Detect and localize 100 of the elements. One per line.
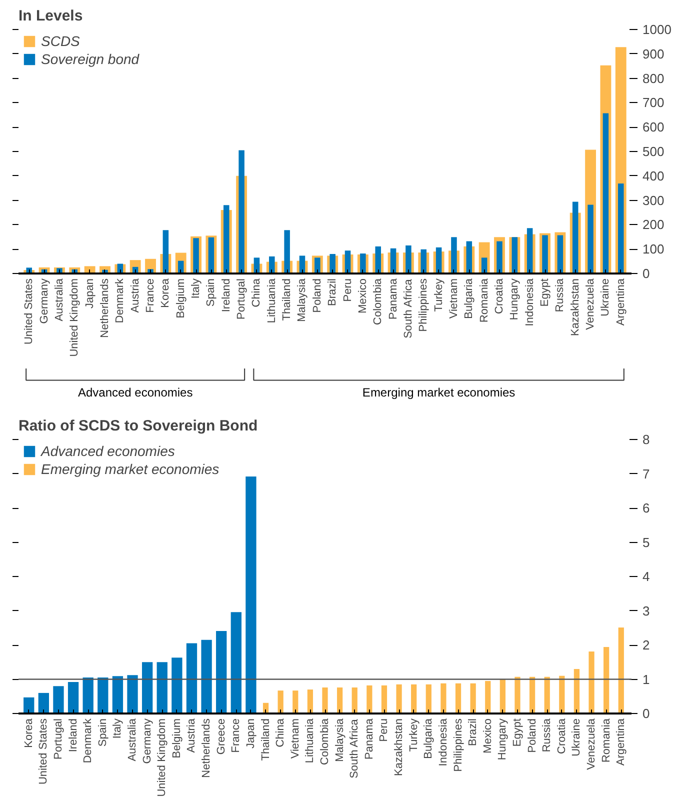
bar xyxy=(216,630,227,714)
bar xyxy=(618,628,624,714)
x-tick-label: Bulgaria xyxy=(422,718,435,759)
bar xyxy=(330,254,336,274)
y-tick-label: 0 xyxy=(642,706,650,721)
bar xyxy=(470,683,476,714)
bar xyxy=(84,266,96,274)
x-tick-label: Korea xyxy=(160,278,172,308)
x-tick-label: Mexico xyxy=(356,278,369,314)
x-tick-label: Hungary xyxy=(508,278,521,320)
chart-title: Ratio of SCDS to Sovereign Bond xyxy=(18,418,258,434)
bar xyxy=(514,676,520,714)
x-tick-label: Australia xyxy=(126,718,139,762)
bar xyxy=(142,662,153,714)
bar xyxy=(588,652,594,714)
x-tick-label: Egypt xyxy=(511,718,524,747)
bar xyxy=(352,687,358,714)
bar xyxy=(360,253,366,274)
bar xyxy=(572,202,578,274)
x-tick-label: Spain xyxy=(205,278,218,307)
y-tick-label: 800 xyxy=(642,70,664,86)
bar xyxy=(186,643,198,714)
y-tick-label: 300 xyxy=(642,192,664,208)
bar xyxy=(500,679,506,714)
x-tick-label: Argentina xyxy=(615,718,628,766)
x-tick-label: China xyxy=(274,718,287,748)
bar xyxy=(336,687,343,714)
x-tick-label: Argentina xyxy=(614,278,627,326)
x-tick-label: China xyxy=(250,278,263,308)
x-tick-label: Malaysia xyxy=(334,718,346,762)
x-tick-label: Portugal xyxy=(236,278,248,320)
x-tick-label: Mexico xyxy=(482,718,494,754)
bar xyxy=(588,204,594,274)
y-tick-label: 4 xyxy=(642,569,650,584)
bar xyxy=(466,241,472,274)
x-tick-label: Belgium xyxy=(174,278,187,318)
bar xyxy=(542,235,548,274)
bar xyxy=(292,690,298,714)
x-tick-label: Ukraine xyxy=(570,718,583,756)
x-tick-label: Spain xyxy=(96,718,109,747)
bar xyxy=(38,692,49,714)
x-tick-label: South Africa xyxy=(348,718,361,778)
x-tick-label: Romania xyxy=(600,718,612,763)
x-tick-label: Indonesia xyxy=(524,278,536,326)
bar xyxy=(127,675,138,714)
y-tick-label: 500 xyxy=(642,144,664,159)
x-tick-label: United Kingdom xyxy=(68,278,81,357)
bar xyxy=(172,658,182,714)
bar xyxy=(68,682,79,714)
y-tick-label: 200 xyxy=(642,217,664,232)
x-tick-label: Denmark xyxy=(114,278,126,324)
x-tick-label: Netherlands xyxy=(98,278,111,338)
bar xyxy=(485,680,491,714)
legend-label: Sovereign bond xyxy=(41,51,140,67)
bar xyxy=(246,476,256,714)
x-tick-label: Italy xyxy=(112,718,124,739)
x-tick-label: Croatia xyxy=(556,718,568,754)
bar xyxy=(375,246,381,274)
x-tick-label: Venezuela xyxy=(584,278,597,330)
x-tick-label: Netherlands xyxy=(200,718,213,778)
x-tick-label: Greece xyxy=(215,718,228,755)
y-tick-label: 6 xyxy=(642,500,650,516)
bar xyxy=(512,237,518,274)
bar xyxy=(366,685,372,714)
x-tick-label: United States xyxy=(23,278,36,345)
bar xyxy=(278,690,284,714)
x-tick-label: Vietnam xyxy=(448,278,460,319)
bar xyxy=(455,683,462,714)
bar xyxy=(156,662,168,714)
x-tick-label: Turkey xyxy=(432,278,445,312)
y-tick-label: 1 xyxy=(642,672,650,687)
x-tick-label: Australia xyxy=(53,278,66,322)
bar xyxy=(322,687,328,714)
x-tick-label: Philippines xyxy=(418,278,430,332)
legend-label: Advanced economies xyxy=(41,443,175,459)
bar xyxy=(451,237,457,274)
bar xyxy=(269,256,275,274)
x-tick-label: Colombia xyxy=(319,718,331,765)
bar xyxy=(238,150,244,274)
y-tick-label: 900 xyxy=(642,46,664,62)
x-tick-label: Brazil xyxy=(467,718,480,746)
x-tick-label: Malaysia xyxy=(296,278,308,322)
y-tick-label: 7 xyxy=(642,466,650,482)
y-tick-label: 600 xyxy=(642,120,664,135)
x-tick-label: Peru xyxy=(378,718,390,742)
x-tick-label: Colombia xyxy=(372,278,384,325)
x-tick-label: France xyxy=(230,718,242,753)
x-tick-label: Russia xyxy=(554,278,566,312)
x-tick-label: Russia xyxy=(541,718,554,752)
bar xyxy=(602,113,609,274)
x-tick-label: Poland xyxy=(526,718,538,753)
bar xyxy=(284,230,290,274)
bar xyxy=(162,230,169,274)
x-tick-label: Venezuela xyxy=(586,718,598,770)
bar xyxy=(526,228,533,274)
bar xyxy=(193,238,199,274)
bar xyxy=(112,676,124,714)
bar xyxy=(24,697,34,714)
x-tick-label: United States xyxy=(38,718,50,785)
x-tick-label: Kazakhstan xyxy=(393,718,406,776)
